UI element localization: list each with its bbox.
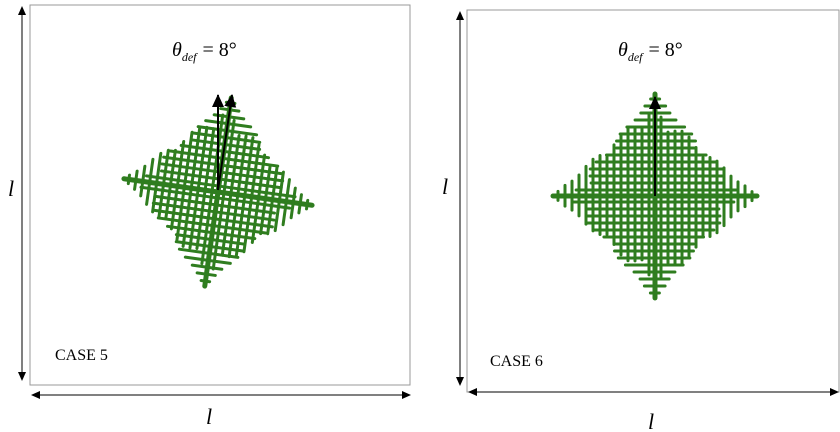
panel: θdef = 8° CASE 6 l l xyxy=(442,10,839,432)
width-label: l xyxy=(206,404,212,429)
dendrite-branch xyxy=(229,117,244,119)
dendrite-branch xyxy=(141,181,143,195)
dendrite-branch xyxy=(300,195,301,204)
figure: θdef= 8° CASE 5 l l θdef= 8° CASE 6 l l xyxy=(0,0,840,432)
dendrite-branch xyxy=(293,188,295,202)
case-label: CASE 5 xyxy=(55,347,108,364)
dendrite-branch xyxy=(205,281,209,282)
height-label: l xyxy=(442,174,448,199)
angle-subscript: def xyxy=(182,50,198,64)
dendrite-branch xyxy=(207,267,221,269)
case-label: CASE 6 xyxy=(490,353,543,370)
angle-symbol: θ xyxy=(172,39,182,61)
dendrite-branch xyxy=(135,180,136,189)
dendrite-branch xyxy=(221,109,230,110)
dendrite-branch xyxy=(143,166,145,181)
panel: θdef = 8° CASE 5 l l xyxy=(8,5,410,429)
angle-value: = 8° xyxy=(203,39,237,61)
angle-value: = 8° xyxy=(649,39,683,61)
angle-symbol: θ xyxy=(618,39,628,61)
width-label: l xyxy=(648,409,654,432)
dendrite-branch xyxy=(206,274,215,275)
angle-subscript: def xyxy=(628,50,644,64)
angle-label: θdef = 8° xyxy=(618,39,683,64)
dendrite-branch xyxy=(307,200,308,204)
angle-label: θdef = 8° xyxy=(172,39,237,64)
dendrite-branch xyxy=(291,203,293,218)
dendrite-branch xyxy=(192,265,207,267)
dendrite-branch xyxy=(128,179,129,183)
height-label: l xyxy=(8,176,14,201)
